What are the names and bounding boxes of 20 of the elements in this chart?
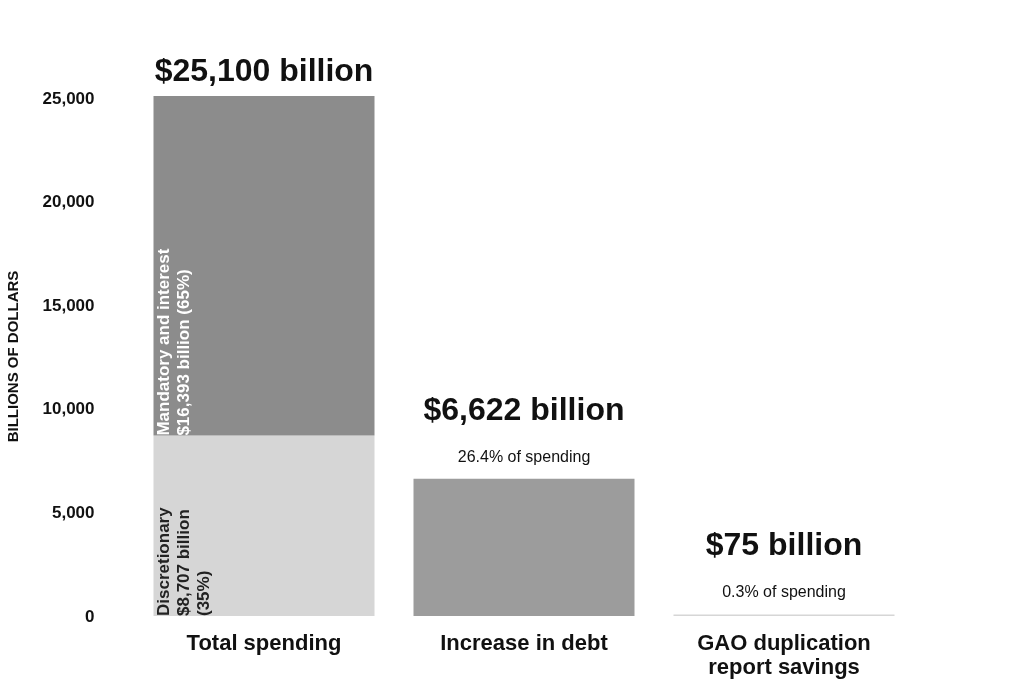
annotation: 0.3% of spending (722, 583, 846, 601)
annotation: $75 billion (705, 526, 863, 563)
y-tick-label: 10,000 (42, 399, 95, 419)
y-axis-title: BILLIONS OF DOLLARS (3, 270, 21, 443)
series-label: Mandatory and interest $16,393 billion (65%) (153, 248, 193, 436)
series-label: Discretionary $8,707 billion (35%) (153, 506, 213, 616)
y-tick-label: 0 (85, 606, 95, 626)
annotation: $25,100 billion (154, 52, 374, 88)
y-tick-label: 25,000 (42, 88, 95, 108)
y-tick-label: 5,000 (51, 502, 95, 522)
bar (153, 435, 375, 616)
bar (153, 96, 375, 436)
y-tick-label: 15,000 (42, 295, 95, 315)
x-tick-label: GAO duplication report savings (697, 629, 871, 679)
bar (413, 478, 635, 616)
annotation: 26.4% of spending (457, 447, 591, 465)
x-tick-label: Total spending (186, 629, 342, 655)
annotation: $6,622 billion (423, 390, 625, 427)
x-tick-label: Increase in debt (440, 629, 609, 655)
y-tick-label: 20,000 (42, 192, 95, 212)
